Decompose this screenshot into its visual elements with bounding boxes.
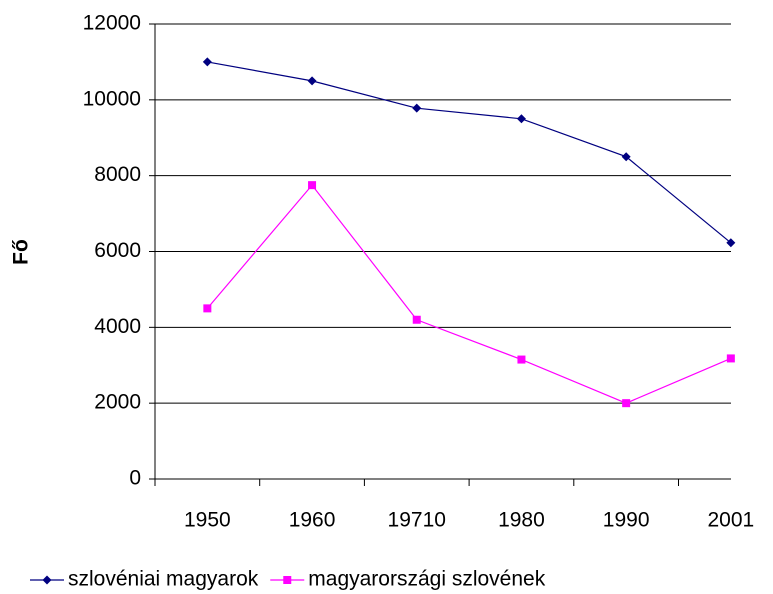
x-tick-label: 2001 xyxy=(707,509,754,532)
marker xyxy=(283,576,292,584)
marker xyxy=(621,152,631,162)
y-tick-label: 4000 xyxy=(94,315,141,338)
x-tick-label: 1990 xyxy=(603,509,650,532)
legend-item: magyarországi szlovének xyxy=(270,568,546,591)
marker xyxy=(726,354,735,363)
marker xyxy=(412,315,421,324)
series-line xyxy=(206,184,732,404)
x-tick-label: 1950 xyxy=(184,509,231,532)
marker xyxy=(307,76,317,86)
x-tick-label: 1960 xyxy=(289,509,336,532)
marker xyxy=(516,114,526,124)
marker xyxy=(412,103,422,113)
x-tick-label: 19710 xyxy=(388,509,446,532)
series-line xyxy=(207,61,732,244)
y-tick-label: 6000 xyxy=(94,239,141,262)
series xyxy=(203,181,735,408)
marker xyxy=(42,575,52,585)
marker xyxy=(622,399,631,408)
x-tick-label: 1980 xyxy=(498,509,545,532)
series xyxy=(202,57,736,248)
y-tick-label: 0 xyxy=(129,467,141,490)
y-tick-label: 2000 xyxy=(94,391,141,414)
marker xyxy=(726,238,736,248)
legend-label: magyarországi szlovének xyxy=(308,568,545,591)
y-tick-label: 10000 xyxy=(83,87,141,110)
marker xyxy=(517,355,526,364)
y-tick-label: 8000 xyxy=(94,163,141,186)
legend-item: szlovéniai magyarok xyxy=(30,568,259,591)
marker xyxy=(202,57,212,67)
y-axis-label: Fő xyxy=(10,239,33,265)
y-tick-label: 12000 xyxy=(83,12,141,35)
marker xyxy=(203,304,212,313)
marker xyxy=(308,181,317,190)
legend-label: szlovéniai magyarok xyxy=(68,568,259,591)
